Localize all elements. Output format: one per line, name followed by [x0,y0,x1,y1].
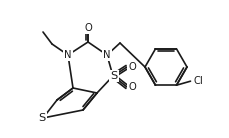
Text: N: N [103,50,110,60]
Text: Cl: Cl [193,76,202,86]
Text: O: O [84,23,91,33]
Text: O: O [128,62,135,72]
Text: S: S [110,71,117,81]
Text: O: O [128,82,135,92]
Text: S: S [38,113,45,123]
Text: N: N [64,50,71,60]
